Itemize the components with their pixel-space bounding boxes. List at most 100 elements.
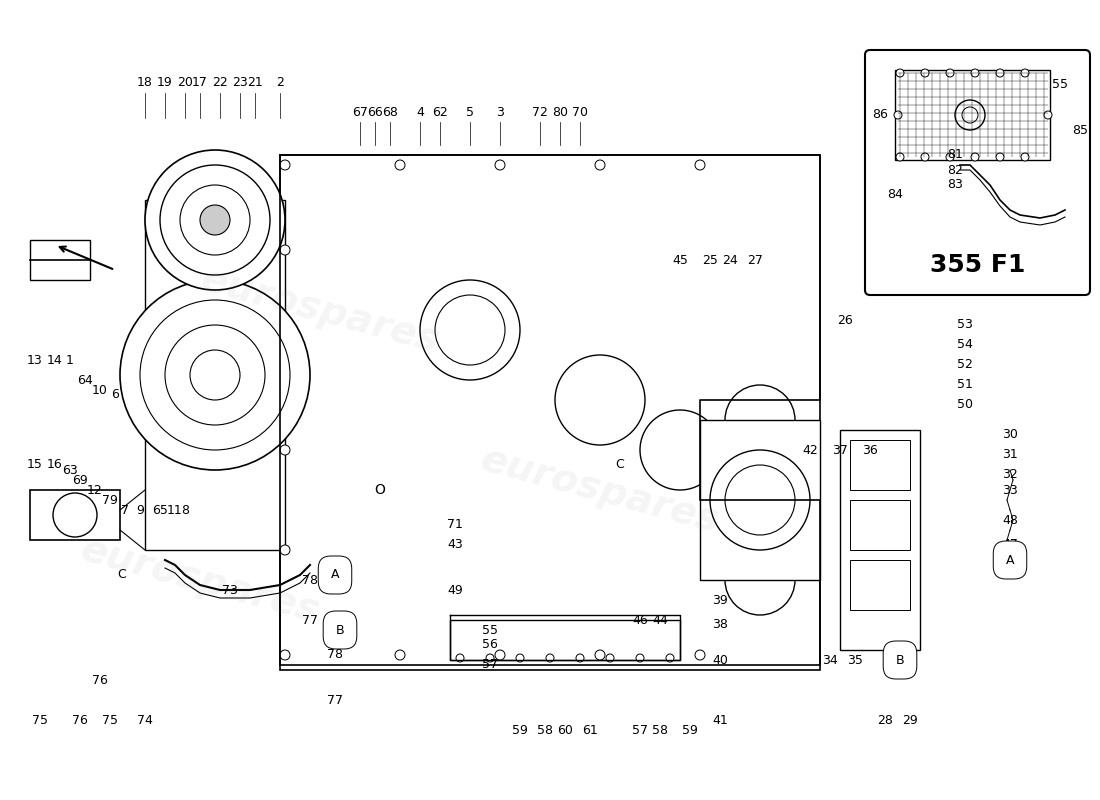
FancyBboxPatch shape bbox=[865, 50, 1090, 295]
Text: 83: 83 bbox=[947, 178, 962, 191]
Text: 39: 39 bbox=[712, 594, 728, 606]
Circle shape bbox=[894, 111, 902, 119]
Text: 32: 32 bbox=[1002, 469, 1018, 482]
Text: 14: 14 bbox=[47, 354, 63, 366]
Text: 84: 84 bbox=[887, 189, 903, 202]
Circle shape bbox=[1044, 111, 1052, 119]
Text: 17: 17 bbox=[192, 77, 208, 90]
Text: 77: 77 bbox=[327, 694, 343, 706]
Text: A: A bbox=[1005, 554, 1014, 566]
Circle shape bbox=[695, 650, 705, 660]
Text: 25: 25 bbox=[702, 254, 718, 266]
Circle shape bbox=[946, 153, 954, 161]
Text: 22: 22 bbox=[212, 77, 228, 90]
Text: 37: 37 bbox=[832, 443, 848, 457]
Text: 52: 52 bbox=[957, 358, 972, 371]
Bar bbox=[30, 240, 90, 280]
Bar bbox=[450, 620, 680, 660]
Text: 10: 10 bbox=[92, 383, 108, 397]
Circle shape bbox=[200, 205, 230, 235]
Circle shape bbox=[160, 165, 270, 275]
Text: 71: 71 bbox=[447, 518, 463, 531]
Text: 35: 35 bbox=[847, 654, 862, 666]
Polygon shape bbox=[280, 155, 820, 670]
Circle shape bbox=[640, 410, 720, 490]
Circle shape bbox=[595, 650, 605, 660]
Text: 41: 41 bbox=[712, 714, 728, 726]
Text: 45: 45 bbox=[672, 254, 688, 266]
Text: 67: 67 bbox=[352, 106, 367, 118]
Circle shape bbox=[896, 69, 904, 77]
Text: 58: 58 bbox=[537, 723, 553, 737]
Circle shape bbox=[280, 650, 290, 660]
Text: 55: 55 bbox=[1052, 78, 1068, 91]
Circle shape bbox=[666, 654, 674, 662]
Text: 59: 59 bbox=[682, 723, 697, 737]
Bar bbox=[840, 430, 920, 650]
Text: 43: 43 bbox=[447, 538, 463, 551]
Text: 82: 82 bbox=[947, 163, 962, 177]
Circle shape bbox=[280, 160, 290, 170]
Circle shape bbox=[971, 69, 979, 77]
Text: 62: 62 bbox=[432, 106, 448, 118]
Circle shape bbox=[962, 107, 978, 123]
Circle shape bbox=[725, 465, 795, 535]
Bar bbox=[850, 560, 910, 610]
Text: 65: 65 bbox=[152, 503, 168, 517]
Circle shape bbox=[495, 650, 505, 660]
Circle shape bbox=[946, 69, 954, 77]
Circle shape bbox=[280, 545, 290, 555]
Text: 74: 74 bbox=[138, 714, 153, 726]
Circle shape bbox=[420, 280, 520, 380]
Circle shape bbox=[971, 153, 979, 161]
Text: 79: 79 bbox=[102, 494, 118, 506]
Text: 36: 36 bbox=[862, 443, 878, 457]
Bar bbox=[700, 420, 820, 580]
Text: 48: 48 bbox=[1002, 514, 1018, 526]
Text: 28: 28 bbox=[877, 714, 893, 726]
Text: 5: 5 bbox=[466, 106, 474, 118]
Text: 64: 64 bbox=[77, 374, 92, 386]
Text: 1: 1 bbox=[66, 354, 74, 366]
Text: eurospares: eurospares bbox=[197, 260, 443, 360]
Text: 31: 31 bbox=[1002, 449, 1018, 462]
Text: 12: 12 bbox=[87, 483, 103, 497]
Text: 13: 13 bbox=[28, 354, 43, 366]
Text: 60: 60 bbox=[557, 723, 573, 737]
Text: 26: 26 bbox=[837, 314, 852, 326]
Circle shape bbox=[280, 245, 290, 255]
Text: 77: 77 bbox=[302, 614, 318, 626]
Circle shape bbox=[395, 160, 405, 170]
Text: 54: 54 bbox=[957, 338, 972, 351]
Text: 16: 16 bbox=[47, 458, 63, 471]
Text: 61: 61 bbox=[582, 723, 598, 737]
Bar bbox=[30, 490, 120, 540]
Text: 46: 46 bbox=[632, 614, 648, 626]
Text: 75: 75 bbox=[102, 714, 118, 726]
Circle shape bbox=[120, 280, 310, 470]
Circle shape bbox=[145, 150, 285, 290]
Text: 8: 8 bbox=[182, 503, 189, 517]
Text: 86: 86 bbox=[872, 109, 888, 122]
Text: 72: 72 bbox=[532, 106, 548, 118]
Circle shape bbox=[165, 325, 265, 425]
Circle shape bbox=[606, 654, 614, 662]
Circle shape bbox=[395, 650, 405, 660]
Circle shape bbox=[434, 295, 505, 365]
Text: 51: 51 bbox=[957, 378, 972, 391]
Text: 42: 42 bbox=[802, 443, 818, 457]
Text: 76: 76 bbox=[73, 714, 88, 726]
Text: 75: 75 bbox=[32, 714, 48, 726]
Circle shape bbox=[710, 450, 810, 550]
Circle shape bbox=[180, 185, 250, 255]
Text: 15: 15 bbox=[28, 458, 43, 471]
Circle shape bbox=[556, 355, 645, 445]
Text: 78: 78 bbox=[327, 649, 343, 662]
Circle shape bbox=[546, 654, 554, 662]
Circle shape bbox=[996, 69, 1004, 77]
Text: 24: 24 bbox=[722, 254, 738, 266]
Circle shape bbox=[955, 100, 984, 130]
Circle shape bbox=[495, 160, 505, 170]
Text: 81: 81 bbox=[947, 149, 962, 162]
Text: 58: 58 bbox=[652, 723, 668, 737]
